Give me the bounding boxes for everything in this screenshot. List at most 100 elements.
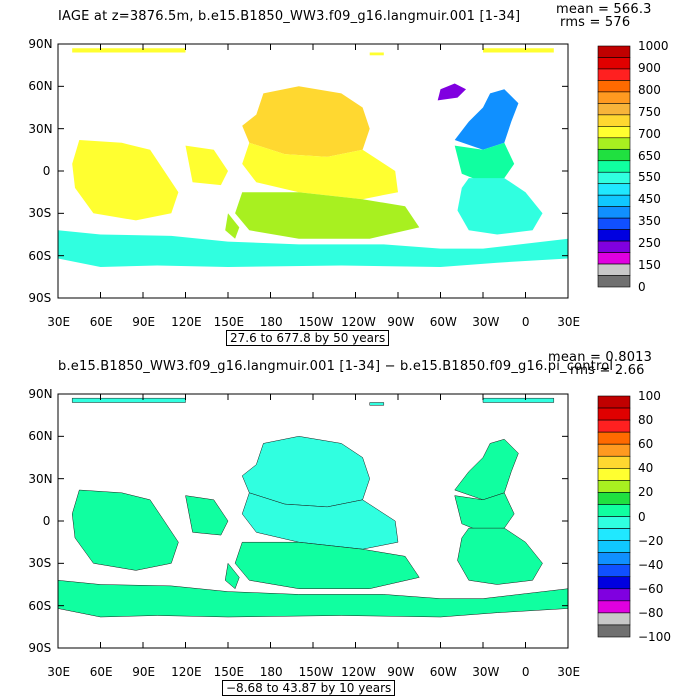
x-tick-label: 180 [259,665,283,679]
colorbar-swatch [597,455,631,469]
x-tick-label: 90E [132,665,156,679]
x-tick-label: 150E [213,665,245,679]
colorbar-swatch [597,206,631,219]
y-tick-label: 0 [42,164,51,178]
colorbar-label: 60 [638,437,654,452]
colorbar-label: 150 [638,258,661,273]
ocean-region [241,436,370,508]
ocean-region [242,86,370,157]
ocean-region [71,397,555,406]
x-tick-label: 30E [47,665,71,679]
y-tick-label: 30N [28,121,53,136]
colorbar-swatch [597,395,631,409]
colorbar-swatch [597,275,631,288]
x-tick-label: 30E [557,665,581,679]
x-tick-label: 120E [171,315,202,329]
x-tick-label: 30W [472,665,500,679]
colorbar-swatch [597,252,631,265]
ocean-region [454,492,515,533]
colorbar-swatch [597,480,631,493]
x-tick-label: 150W [298,665,334,679]
colorbar-label: 100 [638,389,661,403]
y-tick-label: 90S [28,641,52,655]
colorbar-label: 40 [638,461,654,476]
x-tick-label: 0 [521,665,530,679]
colorbar-label: 350 [638,214,661,229]
colorbar-label: 250 [638,236,661,251]
colorbar-swatch [597,504,631,517]
y-tick-label: 60N [28,429,53,444]
ocean-region [72,140,228,221]
x-tick-label: 90E [132,315,156,329]
colorbar-swatch [597,540,631,553]
chart-canvas [57,393,631,649]
y-tick-label: 90S [28,291,52,305]
colorbar-swatch [597,68,631,81]
x-tick-label: 150W [298,315,334,329]
colorbar-swatch [597,624,631,638]
colorbar-swatch [597,600,631,614]
mean-label: mean = 566.3 [556,2,652,17]
colorbar-label: −60 [638,581,664,596]
colorbar-swatch [597,588,631,602]
colorbar-label: 0 [638,509,646,524]
colorbar-swatch [597,431,631,445]
colorbar-swatch [597,229,631,242]
x-tick-label: 150E [213,315,245,329]
colorbar-label: −100 [638,630,671,644]
chart-canvas [57,43,631,299]
x-tick-label: 0 [521,315,530,329]
y-tick-label: 0 [42,514,51,528]
y-tick-label: 30S [28,206,52,221]
y-tick-label: 30N [28,471,53,486]
x-tick-label: 120W [341,665,376,679]
ocean-region [241,492,399,550]
rms-label: rms = 2.66 [570,363,645,378]
colorbar-swatch [597,612,631,626]
contour-range-box: 27.6 to 677.8 by 50 years [226,330,390,346]
ocean-region [225,192,420,239]
colorbar-swatch [597,407,631,421]
x-tick-label: 60W [429,665,457,679]
colorbar-swatch [597,516,631,529]
ocean-region [242,142,398,200]
colorbar-label: 800 [638,82,661,97]
colorbar-swatch [597,57,631,70]
x-tick-label: 90W [387,315,415,329]
colorbar-swatch [597,80,631,93]
ocean-region [454,142,515,183]
colorbar-label: 700 [638,126,661,141]
x-tick-label: 120E [171,665,202,679]
colorbar-swatch [597,126,631,139]
colorbar-swatch [597,576,631,590]
x-tick-label: 120W [341,315,376,329]
y-tick-label: 30S [28,556,52,571]
colorbar-label: 80 [638,413,654,428]
ocean-region [71,489,229,571]
mean-label: mean = 0.8013 [548,350,653,365]
y-tick-label: 60S [28,598,52,613]
colorbar-label: 0 [638,280,646,294]
colorbar-swatch [597,45,631,58]
colorbar-label: −80 [638,605,664,620]
x-tick-label: 60E [89,315,113,329]
colorbar-swatch [597,552,631,565]
ocean-region [224,541,420,590]
x-tick-label: 30E [557,315,581,329]
colorbar-swatch [597,240,631,253]
colorbar-label: 650 [638,148,661,163]
colorbar-swatch [597,171,631,185]
chart-title: b.e15.B1850_WW3.f09_g16.langmuir.001 [1-… [58,359,614,374]
colorbar-swatch [597,91,631,104]
colorbar-label: 1000 [638,39,669,53]
colorbar-swatch [597,263,631,276]
colorbar-swatch [597,419,631,433]
y-tick-label: 60N [28,79,53,94]
colorbar-label: 900 [638,60,661,75]
colorbar-swatch [597,103,631,116]
rms-label: rms = 576 [560,15,631,30]
colorbar-swatch [597,564,631,578]
ocean-region [58,230,568,267]
top-chart-panel: IAGE at z=3876.5m, b.e15.B1850_WW3.f09_g… [28,2,669,346]
colorbar-swatch [597,217,631,230]
